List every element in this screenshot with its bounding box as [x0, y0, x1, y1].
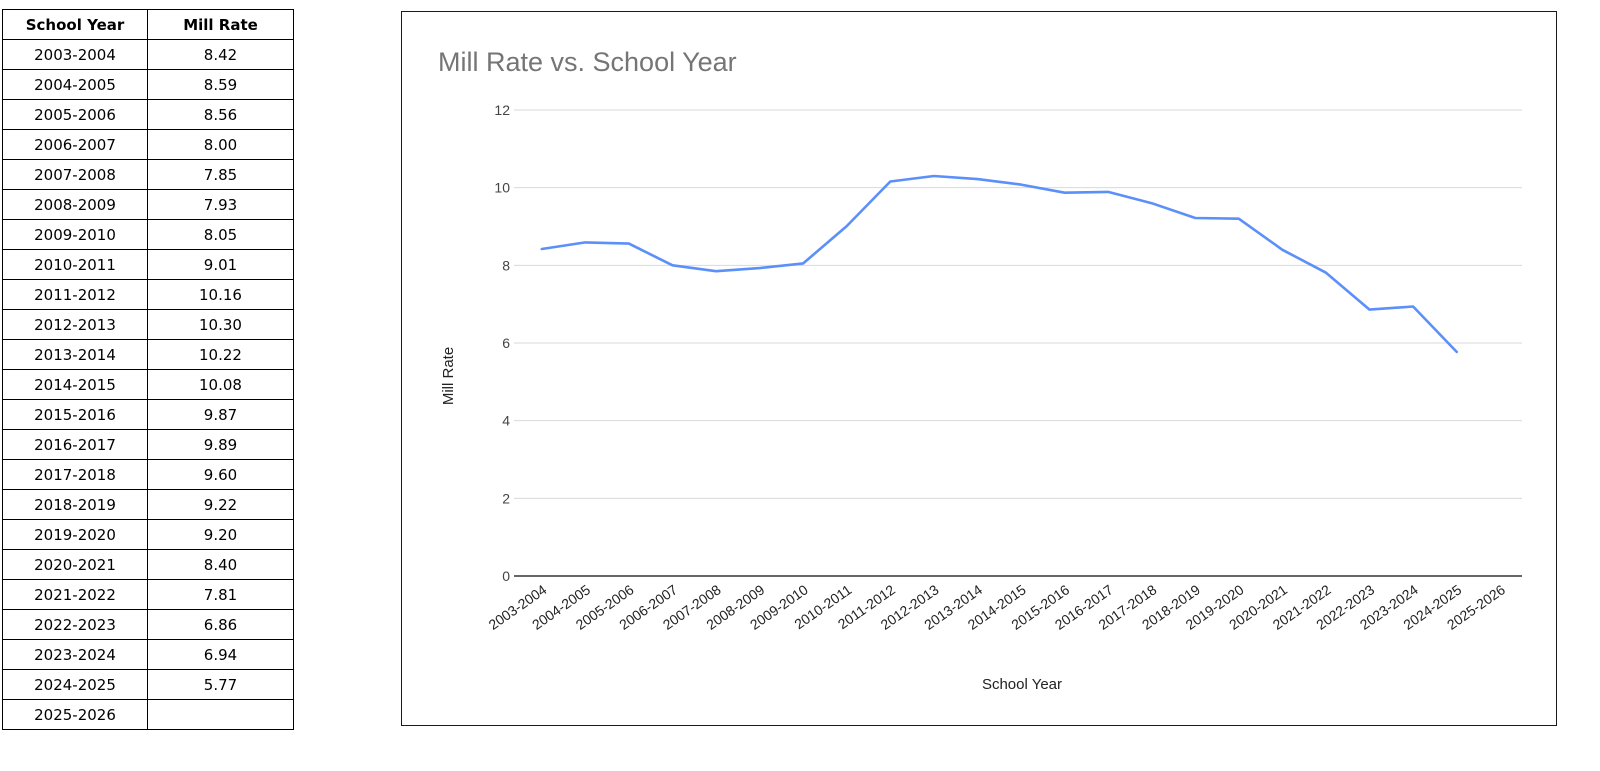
column-header-mill-rate: Mill Rate [147, 9, 294, 40]
column-header-school-year: School Year [2, 9, 148, 40]
mill-rate-chart: Mill Rate vs. School Year 0 2 4 6 8 10 12 2003… [401, 11, 1557, 726]
table-row: 2008-2009 7.93 [2, 189, 294, 220]
table-row: 2012-2013 10.30 [2, 309, 294, 340]
cell-school-year: 2025-2026 [2, 699, 148, 730]
cell-school-year: 2014-2015 [2, 369, 148, 400]
cell-mill-rate: 9.87 [147, 399, 294, 430]
series-points [541, 176, 1457, 352]
table-row: 2013-2014 10.22 [2, 339, 294, 370]
cell-mill-rate: 9.60 [147, 459, 294, 490]
cell-school-year: 2015-2016 [2, 399, 148, 430]
y-tick-label: 12 [494, 102, 510, 118]
x-axis-title: School Year [982, 676, 1062, 693]
table-row: 2024-2025 5.77 [2, 669, 294, 700]
table-row: 2007-2008 7.85 [2, 159, 294, 190]
cell-school-year: 2017-2018 [2, 459, 148, 490]
gridlines [514, 109, 1522, 577]
cell-mill-rate: 8.05 [147, 219, 294, 250]
cell-mill-rate: 7.81 [147, 579, 294, 610]
cell-mill-rate: 7.93 [147, 189, 294, 220]
cell-school-year: 2007-2008 [2, 159, 148, 190]
table-row: 2003-2004 8.42 [2, 39, 294, 70]
cell-school-year: 2003-2004 [2, 39, 148, 70]
cell-school-year: 2018-2019 [2, 489, 148, 520]
cell-mill-rate: 10.30 [147, 309, 294, 340]
table-body: 2003-2004 8.42 2004-2005 8.59 2005-2006 8.56 2… [2, 39, 294, 730]
cell-school-year: 2011-2012 [2, 279, 148, 310]
table-row: 2006-2007 8.00 [2, 129, 294, 160]
cell-mill-rate: 8.42 [147, 39, 294, 70]
cell-mill-rate: 6.86 [147, 609, 294, 640]
cell-mill-rate: 8.40 [147, 549, 294, 580]
y-axis-title: Mill Rate [440, 347, 457, 405]
cell-mill-rate: 9.20 [147, 519, 294, 550]
cell-mill-rate: 10.22 [147, 339, 294, 370]
y-tick-label: 6 [502, 335, 510, 351]
cell-school-year: 2023-2024 [2, 639, 148, 670]
table-row: 2016-2017 9.89 [2, 429, 294, 460]
table-row: 2010-2011 9.01 [2, 249, 294, 280]
table-row: 2023-2024 6.94 [2, 639, 294, 670]
cell-school-year: 2005-2006 [2, 99, 148, 130]
table-row: 2009-2010 8.05 [2, 219, 294, 250]
chart-canvas: Mill Rate vs. School Year 0 2 4 6 8 10 12 2003… [438, 47, 1522, 693]
y-tick-label: 2 [502, 490, 510, 506]
cell-mill-rate: 8.00 [147, 129, 294, 160]
x-axis-ticks: 2003-20042004-20052005-20062006-20072007… [485, 581, 1508, 633]
cell-school-year: 2019-2020 [2, 519, 148, 550]
cell-mill-rate: 9.89 [147, 429, 294, 460]
series-line [540, 174, 1458, 354]
cell-school-year: 2008-2009 [2, 189, 148, 220]
table-row: 2005-2006 8.56 [2, 99, 294, 130]
cell-mill-rate: 10.16 [147, 279, 294, 310]
y-axis-ticks: 0 2 4 6 8 10 12 [494, 102, 510, 584]
mill-rate-table: School Year Mill Rate 2003-2004 8.42 2004-… [2, 9, 294, 730]
table-row: 2004-2005 8.59 [2, 69, 294, 100]
table-row: 2018-2019 9.22 [2, 489, 294, 520]
cell-school-year: 2021-2022 [2, 579, 148, 610]
cell-school-year: 2016-2017 [2, 429, 148, 460]
table-row: 2025-2026 [2, 699, 294, 730]
table-row: 2014-2015 10.08 [2, 369, 294, 400]
cell-mill-rate: 9.22 [147, 489, 294, 520]
chart-title: Mill Rate vs. School Year [438, 47, 737, 77]
table-header-row: School Year Mill Rate [2, 9, 294, 40]
table-row: 2021-2022 7.81 [2, 579, 294, 610]
cell-school-year: 2010-2011 [2, 249, 148, 280]
cell-school-year: 2009-2010 [2, 219, 148, 250]
cell-mill-rate: 8.59 [147, 69, 294, 100]
y-tick-label: 0 [502, 568, 510, 584]
cell-school-year: 2004-2005 [2, 69, 148, 100]
y-tick-label: 8 [502, 257, 510, 273]
cell-mill-rate: 5.77 [147, 669, 294, 700]
table-row: 2015-2016 9.87 [2, 399, 294, 430]
y-tick-label: 4 [502, 413, 510, 429]
cell-mill-rate: 6.94 [147, 639, 294, 670]
table-row: 2019-2020 9.20 [2, 519, 294, 550]
cell-school-year: 2013-2014 [2, 339, 148, 370]
cell-mill-rate: 9.01 [147, 249, 294, 280]
y-tick-label: 10 [494, 180, 510, 196]
table-row: 2020-2021 8.40 [2, 549, 294, 580]
table-row: 2011-2012 10.16 [2, 279, 294, 310]
table-row: 2017-2018 9.60 [2, 459, 294, 490]
cell-mill-rate [147, 699, 294, 730]
cell-school-year: 2006-2007 [2, 129, 148, 160]
cell-school-year: 2024-2025 [2, 669, 148, 700]
cell-mill-rate: 8.56 [147, 99, 294, 130]
cell-mill-rate: 10.08 [147, 369, 294, 400]
cell-school-year: 2012-2013 [2, 309, 148, 340]
cell-mill-rate: 7.85 [147, 159, 294, 190]
cell-school-year: 2020-2021 [2, 549, 148, 580]
table-row: 2022-2023 6.86 [2, 609, 294, 640]
cell-school-year: 2022-2023 [2, 609, 148, 640]
